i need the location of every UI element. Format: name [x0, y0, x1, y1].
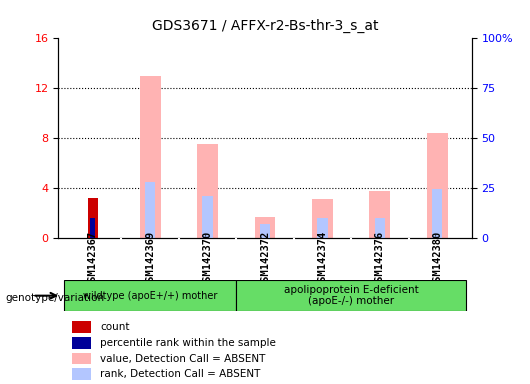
- Bar: [145, 182, 155, 238]
- Bar: [72, 321, 91, 333]
- Text: GSM142374: GSM142374: [317, 231, 328, 287]
- Bar: [72, 368, 91, 380]
- Text: wildtype (apoE+/+) mother: wildtype (apoE+/+) mother: [83, 291, 217, 301]
- Title: GDS3671 / AFFX-r2-Bs-thr-3_s_at: GDS3671 / AFFX-r2-Bs-thr-3_s_at: [152, 19, 378, 33]
- Bar: [91, 218, 95, 238]
- Text: rank, Detection Call = ABSENT: rank, Detection Call = ABSENT: [100, 369, 261, 379]
- Bar: [369, 190, 390, 238]
- Text: percentile rank within the sample: percentile rank within the sample: [100, 338, 276, 348]
- Bar: [260, 224, 270, 238]
- Text: count: count: [100, 322, 130, 332]
- Text: GSM142380: GSM142380: [432, 231, 442, 287]
- Bar: [202, 195, 213, 238]
- Bar: [87, 198, 98, 238]
- Text: apolipoprotein E-deficient
(apoE-/-) mother: apolipoprotein E-deficient (apoE-/-) mot…: [284, 285, 419, 306]
- Bar: [427, 133, 447, 238]
- Bar: [312, 199, 333, 238]
- Bar: [375, 218, 385, 238]
- Text: genotype/variation: genotype/variation: [5, 293, 104, 303]
- Bar: [72, 353, 91, 364]
- Text: value, Detection Call = ABSENT: value, Detection Call = ABSENT: [100, 354, 266, 364]
- Bar: [140, 76, 161, 238]
- Text: GSM142376: GSM142376: [375, 231, 385, 287]
- Text: GSM142367: GSM142367: [88, 231, 98, 287]
- Text: GSM142370: GSM142370: [202, 231, 213, 287]
- Text: GSM142369: GSM142369: [145, 231, 155, 287]
- Text: GSM142372: GSM142372: [260, 231, 270, 287]
- Bar: [254, 217, 276, 238]
- Bar: [432, 189, 443, 238]
- Bar: [72, 337, 91, 349]
- Bar: [64, 280, 236, 311]
- Bar: [317, 218, 328, 238]
- Bar: [236, 280, 466, 311]
- Bar: [197, 144, 218, 238]
